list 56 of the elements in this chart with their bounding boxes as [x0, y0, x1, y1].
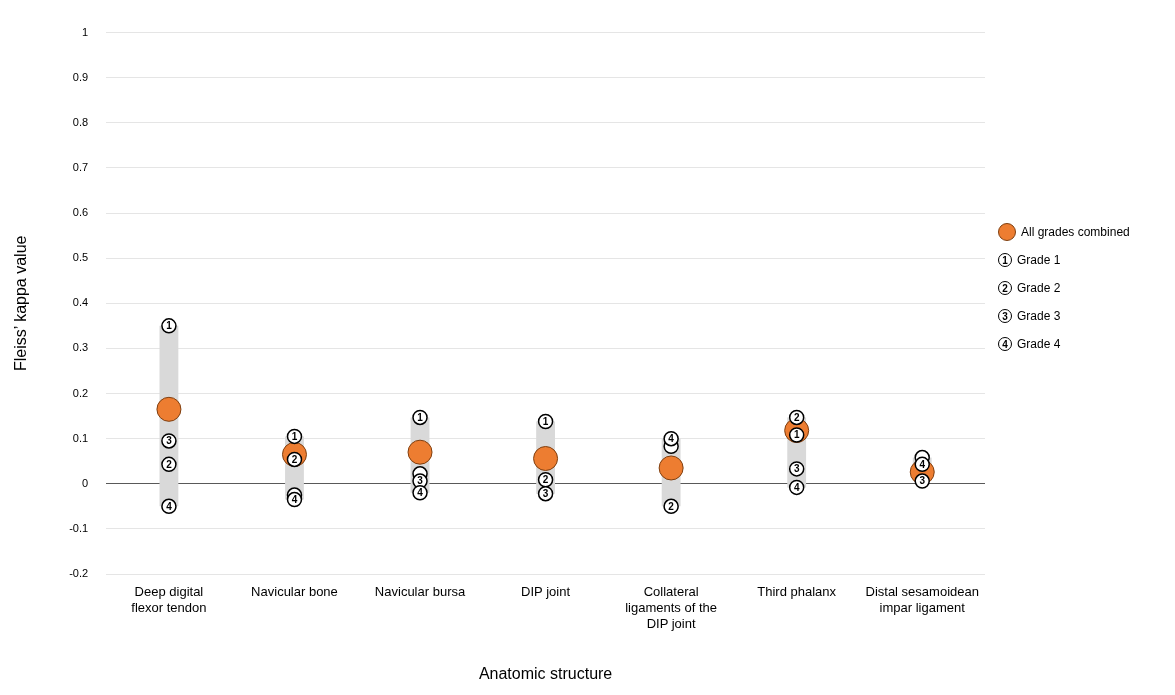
y-tick-label: 0.1	[72, 431, 89, 444]
annotation: 3	[793, 463, 800, 475]
annotation: 2	[668, 500, 675, 512]
annotation: 4	[291, 493, 298, 505]
annotation: 3	[542, 487, 549, 499]
y-axis-title: Fleiss’ kappa value	[12, 235, 30, 372]
legend-label: Grade 3	[1017, 309, 1061, 323]
y-tick-label: 0.6	[72, 206, 89, 219]
point	[533, 446, 559, 471]
annotation: 4	[417, 487, 424, 499]
annotation: 2	[291, 453, 298, 465]
numbered-circle-icon: 4	[998, 337, 1012, 351]
x-tick-label: Deep digital flexor tendon	[131, 584, 207, 615]
x-tick-label: Navicular bone	[251, 584, 338, 600]
annotation: 4	[919, 458, 926, 470]
x-tick-label: Third phalanx	[757, 584, 837, 600]
y-tick-label: 0.8	[72, 115, 89, 128]
y-tick-label: 0.5	[72, 251, 89, 264]
y-tick-label: 0.9	[72, 70, 89, 83]
x-tick-label: Collateral ligaments of the DIP joint	[625, 584, 718, 631]
annotation: 3	[166, 435, 173, 447]
y-tick-label: -0.1	[69, 521, 89, 534]
numbered-circle-icon: 1	[998, 253, 1012, 267]
x-tick-label: Navicular bursa	[374, 584, 466, 600]
y-tick-label: -0.2	[69, 567, 89, 580]
annotation: 3	[919, 475, 926, 487]
y-tick-label: 1	[82, 25, 89, 38]
annotation: 1	[793, 429, 800, 441]
point	[156, 396, 182, 422]
annotation: 2	[166, 458, 173, 470]
y-tick-label: 0.3	[72, 341, 89, 354]
legend-label: All grades combined	[1021, 225, 1130, 239]
x-tick-label: DIP joint	[521, 584, 571, 600]
legend-label: Grade 1	[1017, 253, 1061, 267]
annotation: 4	[166, 500, 173, 512]
y-tick-label: 0.2	[72, 386, 89, 399]
annotation: 3	[417, 475, 424, 487]
annotation: 4	[793, 481, 800, 493]
annotation: 1	[291, 430, 298, 442]
annotation: 1	[542, 415, 549, 427]
point	[658, 455, 684, 481]
y-tick-label: 0.7	[72, 160, 89, 173]
numbered-circle-icon: 2	[998, 281, 1012, 295]
legend-label: Grade 2	[1017, 281, 1061, 295]
annotation: 2	[793, 411, 800, 423]
y-tick-label: 0.4	[72, 296, 89, 309]
x-axis-title: Anatomic structure	[478, 664, 613, 682]
annotation: 1	[166, 320, 173, 332]
annotation: 2	[542, 473, 549, 485]
annotation: 4	[668, 432, 675, 444]
point	[407, 439, 433, 465]
legend-label: Grade 4	[1017, 337, 1061, 351]
annotation: 1	[417, 411, 424, 423]
x-tick-label: Distal sesamoidean impar ligament	[865, 584, 979, 615]
numbered-circle-icon: 3	[998, 309, 1012, 323]
y-tick-label: 0	[82, 476, 89, 489]
